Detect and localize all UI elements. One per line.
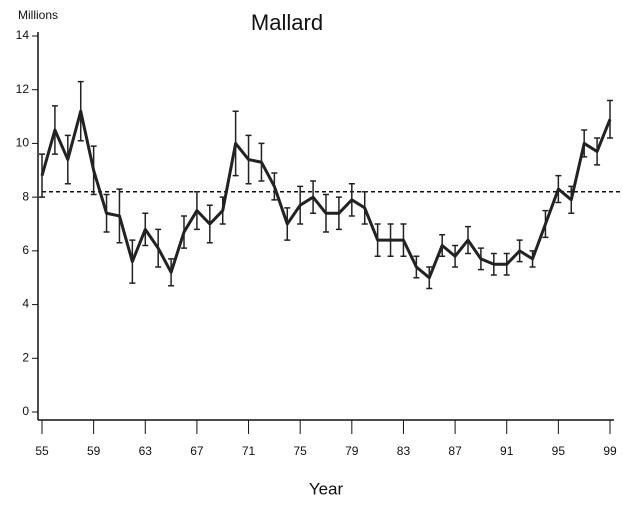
error-bar	[477, 247, 484, 271]
error-bar	[206, 204, 213, 244]
x-tick-label: 95	[552, 444, 566, 458]
x-tick-label: 59	[87, 444, 101, 458]
error-bar	[452, 244, 459, 268]
error-bar	[568, 185, 575, 215]
y-tick-label: 8	[22, 189, 29, 203]
error-bar	[271, 172, 278, 201]
error-bar	[529, 250, 536, 268]
error-bar	[607, 99, 613, 139]
y-tick-label: 6	[22, 243, 29, 257]
y-tick-label: 10	[16, 136, 30, 150]
y-tick-label: 14	[16, 28, 30, 42]
error-bar	[439, 233, 446, 257]
y-tick-label: 2	[22, 350, 29, 364]
error-bar	[103, 193, 110, 233]
error-bar	[413, 255, 420, 279]
y-tick-label: 4	[22, 297, 29, 311]
error-bar	[387, 223, 394, 257]
x-tick-label: 99	[603, 444, 617, 458]
y-tick-label: 12	[16, 82, 30, 96]
error-bar	[310, 180, 317, 215]
x-tick-label: 83	[397, 444, 411, 458]
error-bar	[348, 182, 355, 217]
x-tick-label: 91	[500, 444, 514, 458]
error-bar	[503, 252, 510, 276]
error-bar	[374, 223, 381, 257]
x-tick-label: 75	[294, 444, 308, 458]
error-bar	[335, 196, 342, 231]
error-bar	[77, 80, 84, 142]
x-axis-label: Year	[309, 479, 344, 498]
error-bar	[129, 239, 136, 284]
error-bar	[594, 137, 601, 166]
error-bar	[90, 145, 97, 196]
error-bar	[64, 134, 71, 185]
error-bar	[542, 209, 549, 239]
x-tick-label: 67	[190, 444, 204, 458]
x-tick-label: 63	[139, 444, 153, 458]
error-bar	[39, 153, 45, 198]
error-bar	[219, 196, 226, 225]
error-bar	[168, 258, 175, 287]
error-bar	[116, 188, 123, 244]
error-bar	[581, 129, 588, 158]
x-tick-label: 87	[448, 444, 462, 458]
y-axis-label: Millions	[18, 8, 58, 22]
error-bar	[490, 252, 497, 276]
x-tick-label: 71	[242, 444, 256, 458]
x-tick-label: 55	[35, 444, 49, 458]
error-bar	[193, 191, 200, 231]
x-tick-label: 79	[345, 444, 359, 458]
error-bar	[555, 174, 562, 204]
error-bar	[51, 105, 58, 155]
error-bar	[232, 110, 239, 177]
error-bar	[465, 225, 471, 255]
error-bar	[155, 228, 162, 268]
chart-title: Mallard	[251, 10, 323, 35]
error-bar	[516, 239, 523, 263]
error-bar	[245, 134, 252, 185]
error-bar	[400, 223, 407, 257]
error-bar	[426, 266, 433, 290]
error-bar	[258, 142, 265, 182]
error-bar	[284, 207, 291, 241]
error-bar	[361, 191, 368, 225]
y-tick-label: 0	[22, 404, 29, 418]
error-bar	[297, 185, 304, 225]
error-bar	[142, 212, 149, 247]
error-bar	[323, 193, 329, 233]
error-bar	[181, 215, 187, 249]
